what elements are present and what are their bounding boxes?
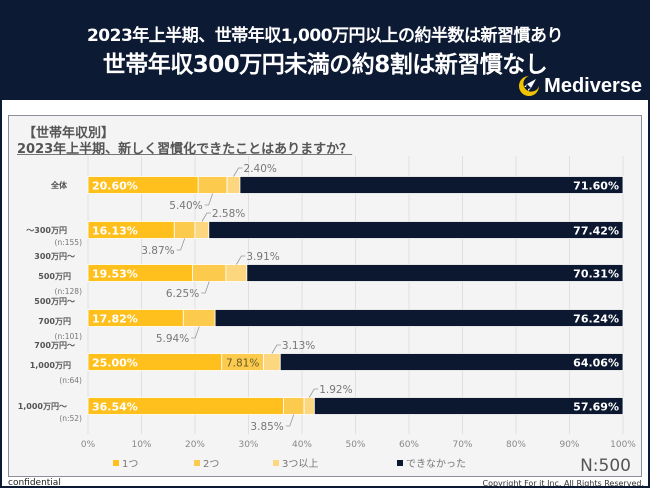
- bar-segment: [182, 309, 216, 327]
- data-label: 6.25%: [166, 288, 199, 300]
- leader-line: [201, 281, 210, 294]
- data-label: 7.81%: [226, 358, 259, 370]
- x-tick-label: 100%: [610, 440, 636, 450]
- bar-segment: [208, 221, 624, 239]
- headline-line2: 世帯年収300万円未満の約8割は新習慣なし: [102, 52, 548, 78]
- category-label: 700万円〜: [34, 341, 75, 350]
- category-label: 300万円〜: [34, 252, 75, 261]
- legend-swatch: [397, 460, 403, 466]
- data-label: 57.69%: [573, 401, 619, 414]
- slide-page: 【世帯年収別】 2023年上半期、新しく習慣化できたことはありますか？ 0% 10…: [2, 100, 648, 488]
- copyright: Copyright For it Inc. All Rights Reserve…: [482, 479, 644, 488]
- data-label: 17.82%: [92, 313, 138, 326]
- legend-label: 2つ: [203, 459, 219, 470]
- legend-label: 3つ以上: [282, 458, 318, 470]
- leader-line: [191, 326, 200, 339]
- leader-line: [271, 344, 281, 354]
- data-label: 5.94%: [156, 333, 189, 345]
- data-label: 5.40%: [169, 200, 202, 212]
- leader-line: [176, 238, 186, 251]
- x-tick-label: 90%: [559, 440, 579, 450]
- bar-segment: [197, 176, 228, 194]
- data-label: 64.06%: [573, 357, 619, 370]
- bar-segment: [194, 221, 210, 239]
- legend-swatch: [194, 460, 200, 466]
- data-label: 70.31%: [573, 268, 619, 281]
- leader-line: [285, 414, 295, 427]
- headline-line1: 2023年上半期、世帯年収1,000万円以上の約半数は新習慣あり: [86, 26, 564, 46]
- category-n-label: (n:64): [59, 376, 82, 385]
- data-label: 16.13%: [92, 225, 138, 238]
- category-label: 〜300万円: [26, 226, 67, 235]
- bar-segment: [313, 397, 624, 415]
- chart-panel: 【世帯年収別】 2023年上半期、新しく習慣化できたことはありますか？ 0% 10…: [8, 115, 642, 477]
- data-label: 77.42%: [573, 225, 619, 238]
- data-label: 19.53%: [92, 268, 138, 281]
- stacked-bar-chart: 0% 10% 20% 30% 40% 50% 60% 70% 80% 90% 100% 全体 20.60…: [18, 156, 636, 470]
- category-n-label: (n:101): [55, 332, 83, 341]
- x-tick-label: 20%: [185, 440, 205, 450]
- category-label: 1,000万円: [30, 361, 71, 370]
- category-n-label: (n:155): [55, 238, 83, 247]
- category-label: 全体: [50, 180, 68, 190]
- legend-label: 1つ: [122, 459, 138, 470]
- legend-label: できなかった: [406, 458, 466, 470]
- data-label: 1.92%: [319, 384, 352, 396]
- category-n-label: (n:52): [59, 414, 82, 423]
- leader-line: [204, 193, 214, 206]
- bar-segment: [214, 309, 624, 327]
- crescent-rocket-icon: [519, 76, 540, 96]
- data-label: 36.54%: [92, 401, 138, 414]
- leader-line: [308, 388, 319, 398]
- data-label: 25.00%: [92, 357, 138, 370]
- data-label: 3.87%: [141, 245, 174, 257]
- category-label: 500万円〜: [34, 297, 75, 306]
- category-n-label: (n:128): [55, 287, 83, 296]
- bar-segment: [225, 264, 248, 282]
- legend-swatch: [273, 460, 279, 466]
- brand-logo: Mediverse: [518, 74, 642, 98]
- data-label: 3.91%: [246, 251, 279, 263]
- category-label: 500万円: [38, 272, 71, 281]
- bar-segment: [303, 397, 315, 415]
- category-label: 700万円: [38, 317, 71, 326]
- header-banner: 2023年上半期、世帯年収1,000万円以上の約半数は新習慣あり 世帯年収300…: [0, 0, 650, 100]
- x-tick-label: 40%: [292, 440, 312, 450]
- leader-line: [236, 255, 246, 265]
- bar-segment: [239, 176, 624, 194]
- brand-name: Mediverse: [544, 74, 642, 97]
- question-title: 2023年上半期、新しく習慣化できたことはありますか？: [17, 142, 353, 157]
- data-label: 2.40%: [244, 163, 277, 175]
- x-tick-label: 80%: [506, 440, 526, 450]
- legend-swatch: [113, 460, 119, 466]
- bar-segment: [246, 264, 624, 282]
- data-label: 71.60%: [573, 180, 619, 193]
- x-tick-label: 60%: [399, 440, 419, 450]
- x-tick-label: 50%: [345, 440, 365, 450]
- data-label: 20.60%: [92, 180, 138, 193]
- x-tick-label: 30%: [238, 440, 258, 450]
- sample-size: N:500: [580, 456, 631, 476]
- x-tick-label: 70%: [452, 440, 472, 450]
- confidential-label: confidential: [8, 478, 61, 488]
- x-tick-label: 0%: [81, 440, 96, 450]
- data-label: 76.24%: [573, 313, 619, 326]
- bar-segment: [263, 353, 281, 371]
- bar-segment: [283, 397, 305, 415]
- section-label: 【世帯年収別】: [23, 126, 115, 141]
- bar-segment: [226, 176, 241, 194]
- x-tick-label: 10%: [131, 440, 151, 450]
- bar-segment: [192, 264, 227, 282]
- data-label: 3.85%: [250, 421, 283, 433]
- category-label: 1,000万円〜: [18, 402, 67, 411]
- data-label: 3.13%: [282, 340, 315, 352]
- bar-segment: [173, 221, 196, 239]
- leader-line: [233, 167, 243, 177]
- bar-segment: [279, 353, 624, 371]
- leader-line: [201, 212, 211, 222]
- data-label: 2.58%: [212, 208, 245, 220]
